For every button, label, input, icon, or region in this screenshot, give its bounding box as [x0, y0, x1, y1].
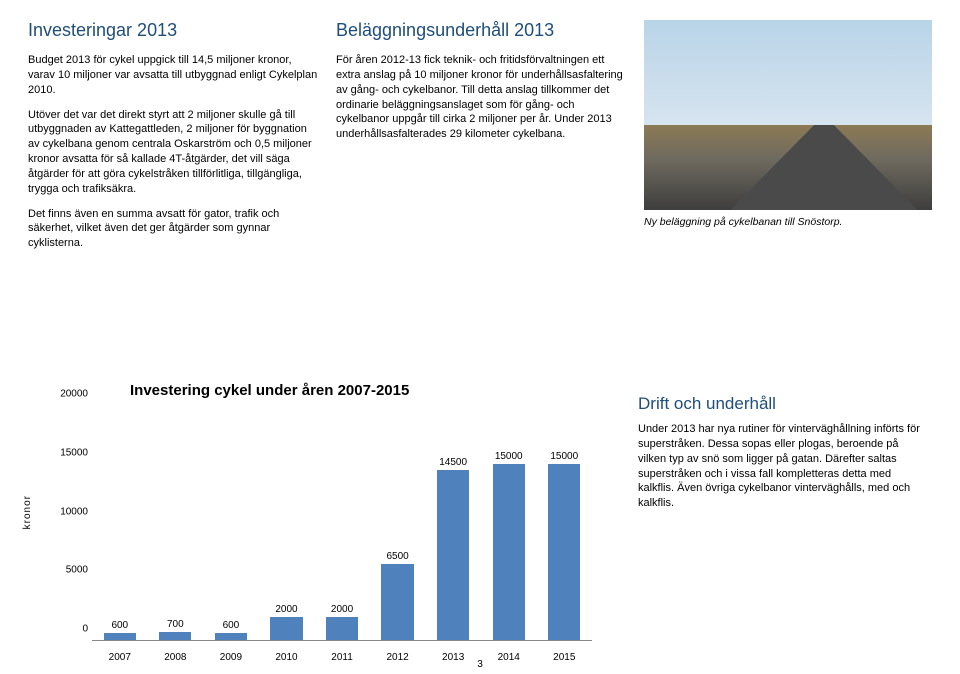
bar [437, 470, 469, 640]
bar [326, 617, 358, 641]
ytick: 0 [52, 624, 88, 635]
bar [548, 464, 580, 640]
bar-value: 600 [223, 620, 240, 631]
bar [159, 632, 191, 640]
bar [270, 617, 302, 641]
chart-container: Investering cykel under åren 2007-2015 k… [40, 382, 600, 663]
chart-title: Investering cykel under åren 2007-2015 [130, 382, 600, 399]
left-p3: Det finns även en summa avsatt för gator… [28, 207, 318, 252]
bar-value: 2000 [275, 604, 297, 615]
ytick: 15000 [52, 447, 88, 458]
left-p1: Budget 2013 för cykel uppgick till 14,5 … [28, 53, 318, 98]
bar [493, 464, 525, 640]
mid-title: Beläggningsunderhåll 2013 [336, 20, 626, 41]
drift-title: Drift och underhåll [638, 394, 928, 414]
chart-ylabel: kronor [22, 495, 33, 529]
bar-value: 14500 [439, 457, 467, 468]
drift-p1: Under 2013 har nya rutiner för vinterväg… [638, 422, 928, 511]
photo-caption: Ny beläggning på cykelbanan till Snöstor… [644, 216, 932, 228]
bar-value: 2000 [331, 604, 353, 615]
bar-value: 600 [111, 620, 128, 631]
mid-p1: För åren 2012-13 fick teknik- och fritid… [336, 53, 626, 142]
left-p2: Utöver det var det direkt styrt att 2 mi… [28, 108, 318, 197]
ytick: 5000 [52, 565, 88, 576]
bar [381, 564, 413, 640]
ytick: 10000 [52, 506, 88, 517]
bar-value: 15000 [550, 451, 578, 462]
bar [215, 633, 247, 640]
page-number: 3 [0, 659, 960, 670]
bar-value: 15000 [495, 451, 523, 462]
photo-cykelbana [644, 20, 932, 210]
bar-value: 6500 [386, 551, 408, 562]
left-title: Investeringar 2013 [28, 20, 318, 41]
bar-value: 700 [167, 619, 184, 630]
bar [104, 633, 136, 640]
ytick: 20000 [52, 389, 88, 400]
